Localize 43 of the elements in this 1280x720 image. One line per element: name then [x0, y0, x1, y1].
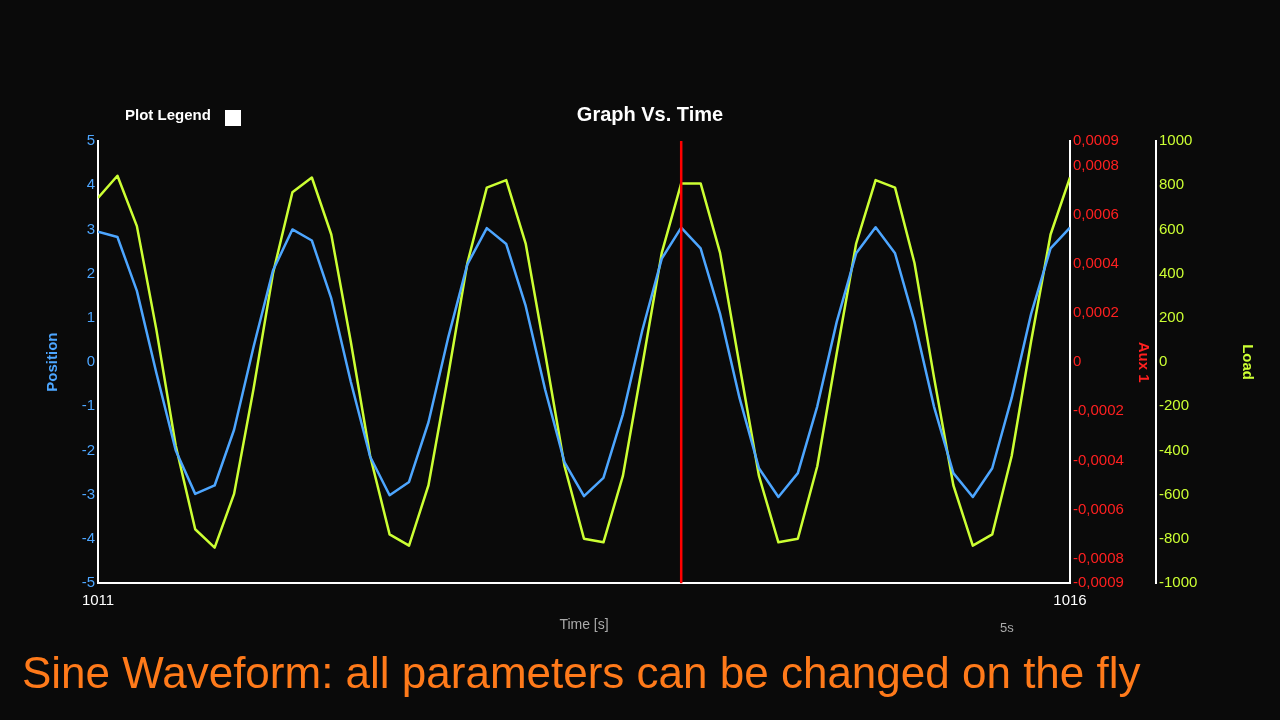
y3-tick-label: 600 — [1159, 219, 1185, 237]
y2-tick-label: -0,0004 — [1073, 450, 1124, 468]
text: Plot Legend — [125, 106, 211, 123]
y3-tick-label: 0 — [1159, 352, 1168, 370]
y3-tick-label: 400 — [1159, 263, 1185, 281]
y-tick-label: 2 — [86, 263, 95, 281]
y3-tick-label: -400 — [1159, 440, 1190, 458]
y-tick-label: -5 — [81, 573, 95, 591]
y2-tick-label: 0,0006 — [1073, 204, 1119, 222]
y2-tick-label: 0,0004 — [1073, 253, 1119, 271]
y-axis-title: Position — [43, 332, 61, 392]
x-tick-label: 1011 — [81, 591, 115, 609]
x-tick-label: 1016 — [1053, 591, 1087, 609]
y-tick-label: 3 — [86, 219, 95, 237]
y2-tick-label: 0,0009 — [1073, 131, 1119, 149]
y-tick-label: 1 — [86, 308, 95, 326]
y2-tick-label: 0,0002 — [1073, 303, 1119, 321]
y-tick-label: 4 — [86, 175, 95, 193]
y2-tick-label: -0,0002 — [1073, 401, 1124, 419]
y-tick-label: -1 — [81, 396, 95, 414]
y3-tick-label: 200 — [1159, 308, 1185, 326]
y-tick-label: 5 — [86, 131, 95, 149]
x-axis-title: Time [s] — [559, 616, 609, 633]
text: Sine Waveform: all parameters can be changed on the fly — [22, 648, 1141, 698]
y2-tick-label: -0,0008 — [1073, 548, 1124, 566]
y2-tick-label: 0 — [1073, 352, 1082, 370]
y2-tick-label: 0,0008 — [1073, 155, 1119, 173]
y3-tick-label: -200 — [1159, 396, 1190, 414]
y-tick-label: -3 — [81, 484, 95, 502]
text: 5s — [1000, 620, 1014, 635]
y3-tick-label: -600 — [1159, 484, 1190, 502]
y3-tick-label: 800 — [1159, 175, 1185, 193]
y2-tick-label: -0,0009 — [1073, 573, 1124, 591]
y-tick-label: -4 — [81, 529, 95, 547]
y2-tick-label: -0,0006 — [1073, 499, 1124, 517]
chart-title: Graph Vs. Time — [576, 102, 724, 125]
y-tick-label: -2 — [81, 440, 95, 458]
y3-tick-label: -800 — [1159, 529, 1190, 547]
y-tick-label: 0 — [86, 352, 95, 370]
y3-tick-label: 1000 — [1159, 131, 1193, 149]
y3-tick-label: -1000 — [1159, 573, 1198, 591]
y2-axis-title: Aux 1 — [1135, 341, 1153, 383]
y3-axis-title: Load — [1239, 344, 1257, 381]
